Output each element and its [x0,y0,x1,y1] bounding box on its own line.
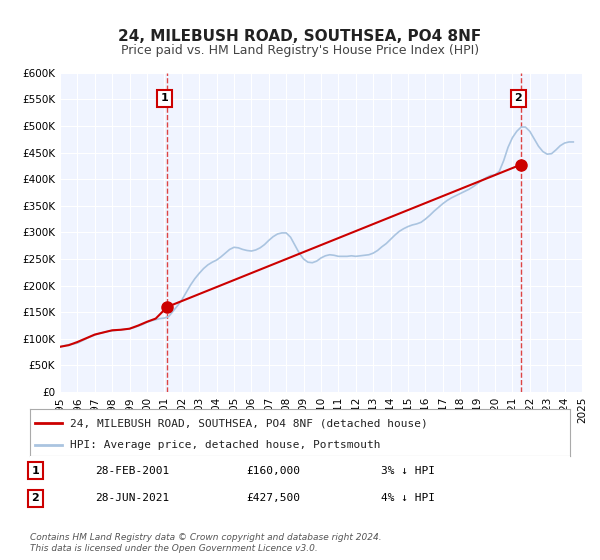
Text: Contains HM Land Registry data © Crown copyright and database right 2024.
This d: Contains HM Land Registry data © Crown c… [30,533,382,553]
Text: 4% ↓ HPI: 4% ↓ HPI [381,493,435,503]
Text: 28-JUN-2021: 28-JUN-2021 [95,493,169,503]
Text: 2: 2 [515,94,523,104]
Text: 1: 1 [161,94,169,104]
Text: HPI: Average price, detached house, Portsmouth: HPI: Average price, detached house, Port… [71,440,381,450]
Text: 1: 1 [32,465,39,475]
Text: Price paid vs. HM Land Registry's House Price Index (HPI): Price paid vs. HM Land Registry's House … [121,44,479,57]
Text: £160,000: £160,000 [246,465,300,475]
Text: 2: 2 [32,493,39,503]
Text: £427,500: £427,500 [246,493,300,503]
Text: 3% ↓ HPI: 3% ↓ HPI [381,465,435,475]
Text: 24, MILEBUSH ROAD, SOUTHSEA, PO4 8NF: 24, MILEBUSH ROAD, SOUTHSEA, PO4 8NF [118,29,482,44]
Text: 24, MILEBUSH ROAD, SOUTHSEA, PO4 8NF (detached house): 24, MILEBUSH ROAD, SOUTHSEA, PO4 8NF (de… [71,418,428,428]
Text: 28-FEB-2001: 28-FEB-2001 [95,465,169,475]
